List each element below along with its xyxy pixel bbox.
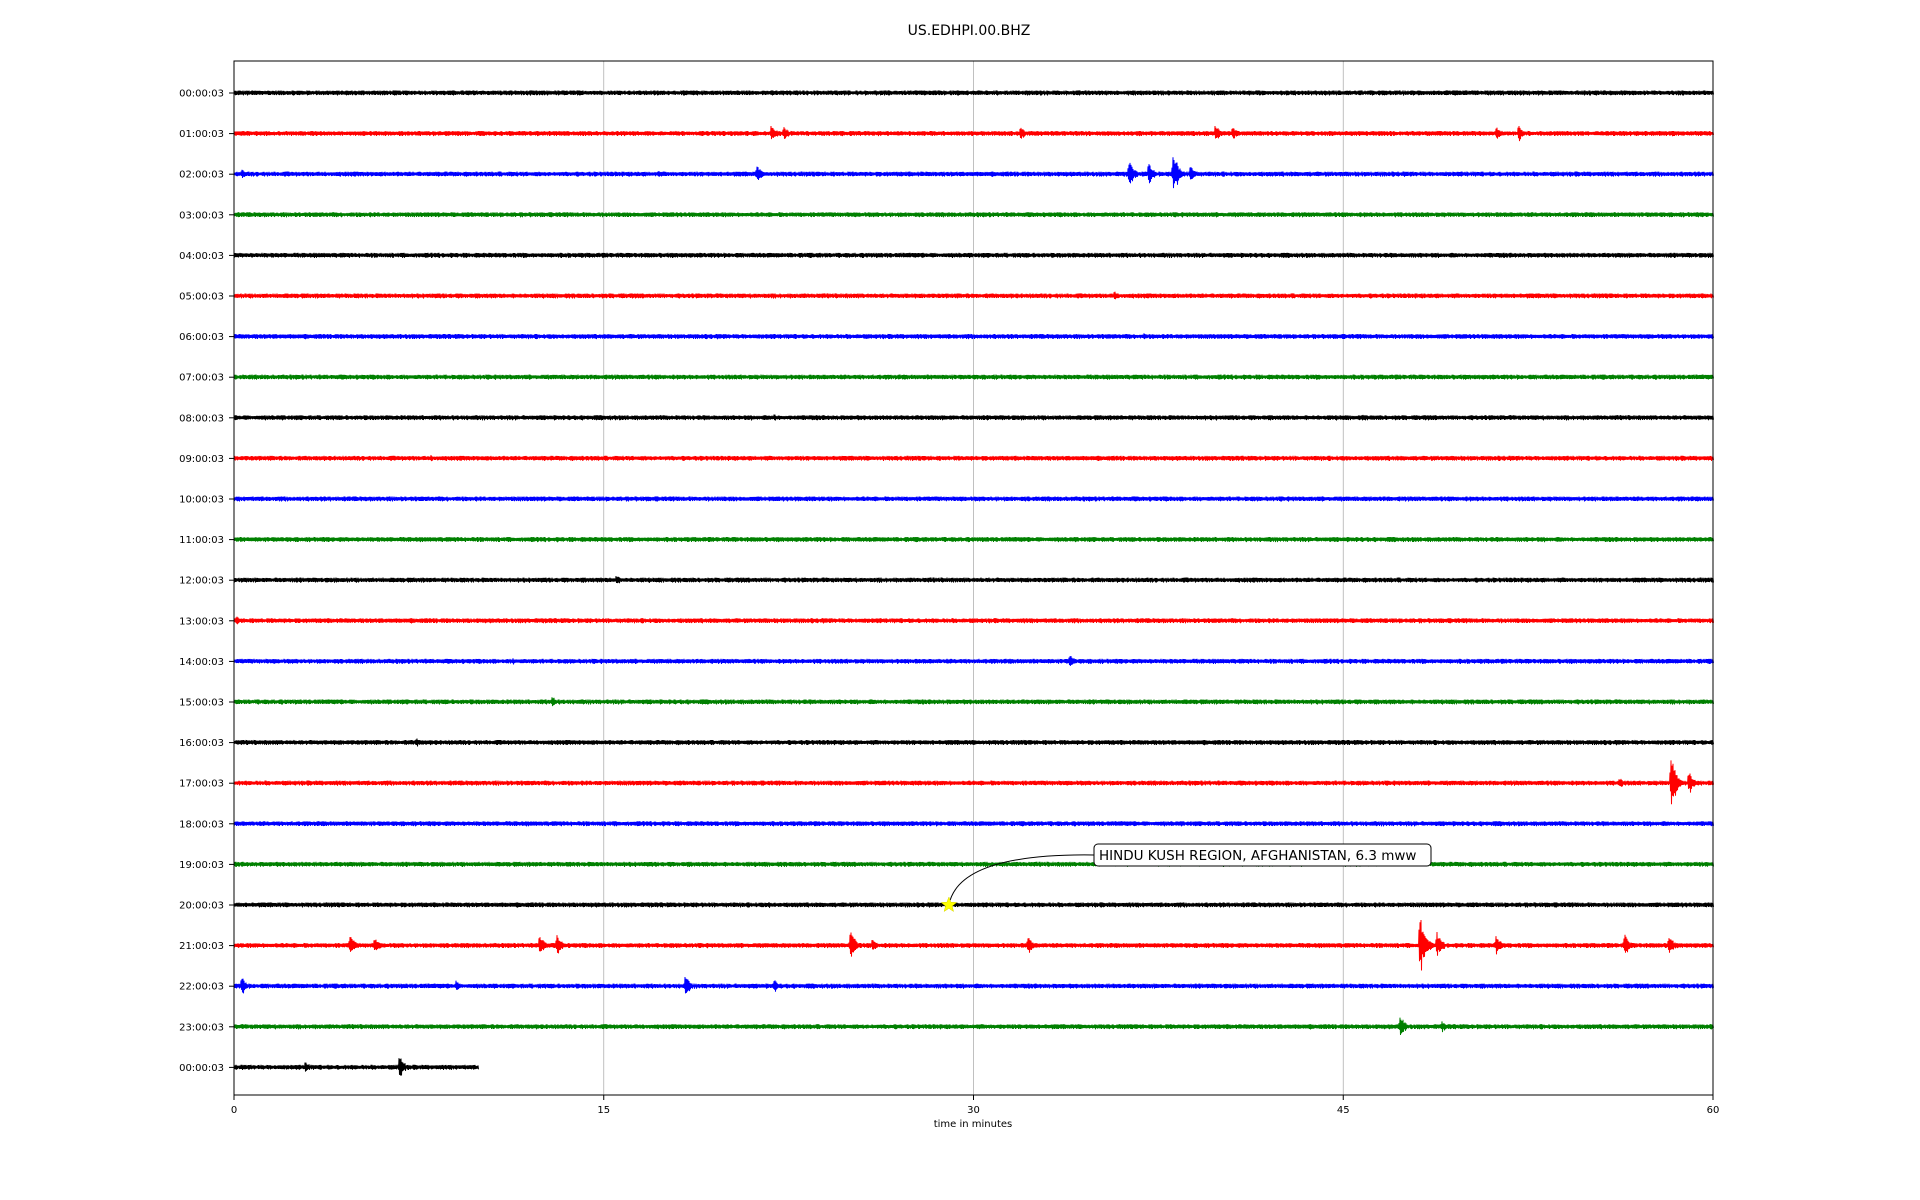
trace-line: [233, 252, 1714, 259]
trace-line: [233, 1058, 479, 1076]
trace-line: [233, 454, 1714, 462]
y-tick-label: 07:00:03: [179, 373, 224, 384]
trace-line: [233, 861, 1714, 868]
y-tick-label: 13:00:03: [179, 616, 224, 627]
y-tick-label: 19:00:03: [179, 860, 224, 871]
x-tick-label: 60: [1707, 1105, 1720, 1116]
y-tick-label: 11:00:03: [179, 535, 224, 546]
x-tick-label: 30: [967, 1105, 980, 1116]
y-tick-label: 00:00:03: [179, 1063, 224, 1074]
chart-title: US.EDHPI.00.BHZ: [908, 23, 1031, 39]
y-tick-label: 03:00:03: [179, 210, 224, 221]
x-tick-label: 15: [597, 1105, 610, 1116]
trace-line: [233, 90, 1714, 96]
y-tick-label: 10:00:03: [179, 495, 224, 506]
trace-line: [233, 655, 1714, 666]
x-tick-label: 45: [1337, 1105, 1350, 1116]
x-axis-ticks: 0 15 30 45 60: [231, 1095, 1720, 1116]
event-star-marker: [940, 896, 958, 913]
y-tick-label: 17:00:03: [179, 779, 224, 790]
trace-line: [233, 616, 1714, 625]
trace-line: [233, 414, 1714, 421]
y-tick-label: 01:00:03: [179, 129, 224, 140]
trace-line: [233, 157, 1714, 189]
trace-line: [233, 333, 1714, 340]
y-tick-label: 00:00:03: [179, 89, 224, 100]
y-tick-label: 21:00:03: [179, 941, 224, 952]
trace-line: [233, 919, 1714, 971]
trace-line: [233, 1017, 1714, 1036]
trace-line: [233, 212, 1714, 218]
y-tick-label: 14:00:03: [179, 657, 224, 668]
annotation-arrow: [948, 854, 1095, 906]
trace-line: [233, 738, 1714, 747]
trace-line: [233, 374, 1714, 380]
trace-line: [233, 536, 1714, 543]
y-tick-label: 20:00:03: [179, 901, 224, 912]
trace-line: [233, 697, 1714, 707]
trace-line: [233, 575, 1714, 584]
traces: [233, 90, 1714, 1076]
y-tick-label: 05:00:03: [179, 292, 224, 303]
y-tick-label: 12:00:03: [179, 576, 224, 587]
trace-line: [233, 760, 1714, 805]
y-tick-label: 22:00:03: [179, 982, 224, 993]
trace-line: [233, 902, 1714, 908]
x-axis-label: time in minutes: [934, 1119, 1013, 1130]
x-tick-label: 0: [231, 1105, 237, 1116]
annotation-box: [1093, 843, 1432, 867]
y-tick-labels: 00:00:03 01:00:03 02:00:03 03:00:03 04:00:03…: [179, 89, 234, 1074]
trace-line: [233, 976, 1714, 994]
y-tick-label: 02:00:03: [179, 170, 224, 181]
trace-line: [233, 821, 1714, 827]
y-tick-label: 23:00:03: [179, 1022, 224, 1033]
y-tick-label: 09:00:03: [179, 454, 224, 465]
annotation-text: HINDU KUSH REGION, AFGHANISTAN, 6.3 mww: [1099, 848, 1416, 864]
trace-line: [233, 125, 1714, 142]
y-tick-label: 08:00:03: [179, 413, 224, 424]
y-tick-label: 06:00:03: [179, 332, 224, 343]
trace-line: [233, 291, 1714, 300]
y-tick-label: 04:00:03: [179, 251, 224, 262]
y-tick-label: 16:00:03: [179, 738, 224, 749]
trace-line: [233, 496, 1714, 502]
y-tick-label: 15:00:03: [179, 698, 224, 709]
event-annotation: HINDU KUSH REGION, AFGHANISTAN, 6.3 mww: [940, 843, 1432, 913]
y-tick-label: 18:00:03: [179, 819, 224, 830]
